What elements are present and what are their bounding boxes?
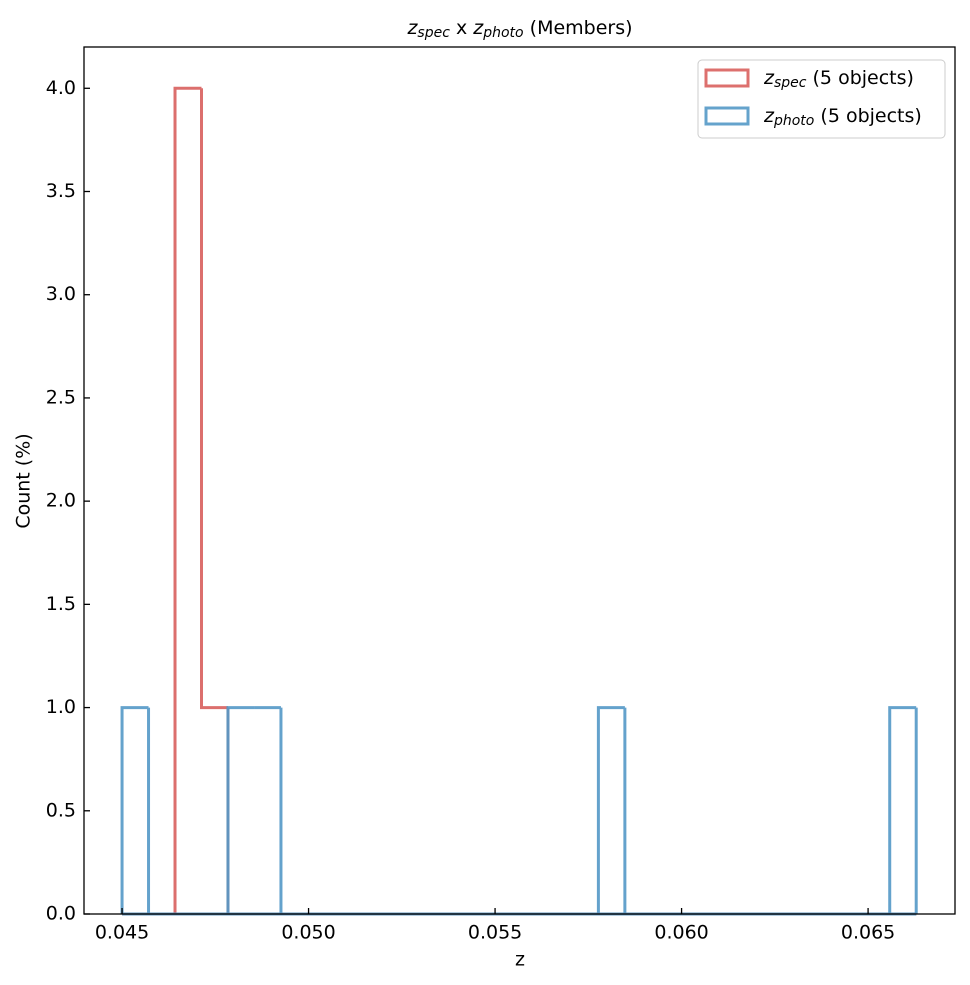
histogram-series — [122, 86, 917, 916]
text-fragment: x — [450, 17, 473, 39]
legend-label: zphoto (5 objects) — [763, 105, 922, 130]
text-fragment: photo — [482, 25, 523, 41]
x-tick-label: 0.055 — [468, 922, 522, 944]
legend-swatch — [704, 68, 750, 88]
text-fragment: (5 objects) — [814, 105, 921, 127]
histogram-step — [120, 706, 149, 914]
text-fragment: z — [763, 67, 775, 89]
legend-label: zspec (5 objects) — [763, 67, 914, 92]
histogram-step — [888, 706, 917, 914]
legend: zspec (5 objects)zphoto (5 objects) — [697, 59, 946, 139]
text-fragment: photo — [773, 113, 814, 129]
legend-box — [697, 59, 946, 139]
plot-area — [120, 86, 918, 916]
histogram-step — [279, 707, 308, 916]
text-fragment: spec — [774, 75, 807, 91]
y-tick-label: 3.0 — [46, 283, 76, 305]
x-tick-label: 0.060 — [654, 922, 708, 944]
y-tick-label: 3.5 — [46, 180, 76, 202]
text-fragment: z — [472, 17, 484, 39]
histogram-step — [147, 707, 176, 916]
histogram-step — [226, 706, 255, 914]
y-tick-label: 2.0 — [46, 490, 76, 512]
histogram-step — [200, 88, 228, 710]
chart-title: zspec x zphoto (Members) — [406, 17, 632, 42]
y-tick-label: 2.5 — [46, 386, 76, 408]
text-fragment: (Members) — [524, 17, 633, 39]
histogram-step — [596, 706, 625, 914]
x-tick-label: 0.065 — [841, 922, 895, 944]
x-tick-label: 0.050 — [281, 922, 335, 944]
histogram-series — [120, 706, 918, 916]
text-fragment: spec — [417, 25, 450, 41]
y-tick-label: 0.5 — [46, 799, 76, 821]
y-tick-label: 4.0 — [46, 77, 76, 99]
text-fragment: z — [406, 17, 418, 39]
text-fragment: (5 objects) — [806, 67, 913, 89]
histogram-step — [173, 86, 202, 914]
y-tick-label: 1.5 — [46, 593, 76, 615]
text-fragment: z — [763, 105, 775, 127]
histogram-step — [623, 707, 652, 916]
axes-frame — [83, 46, 956, 915]
x-axis-label: z — [515, 949, 525, 971]
y-axis-label: Count (%) — [13, 433, 35, 528]
histogram-step — [226, 707, 255, 916]
x-tick-label: 0.045 — [95, 922, 149, 944]
legend-swatch — [704, 106, 750, 126]
y-tick-label: 1.0 — [46, 696, 76, 718]
y-tick-label: 0.0 — [46, 903, 76, 925]
